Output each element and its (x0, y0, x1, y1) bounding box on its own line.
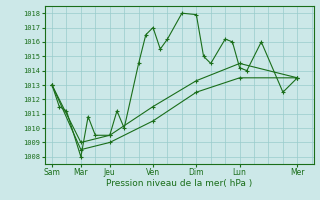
X-axis label: Pression niveau de la mer( hPa ): Pression niveau de la mer( hPa ) (106, 179, 252, 188)
